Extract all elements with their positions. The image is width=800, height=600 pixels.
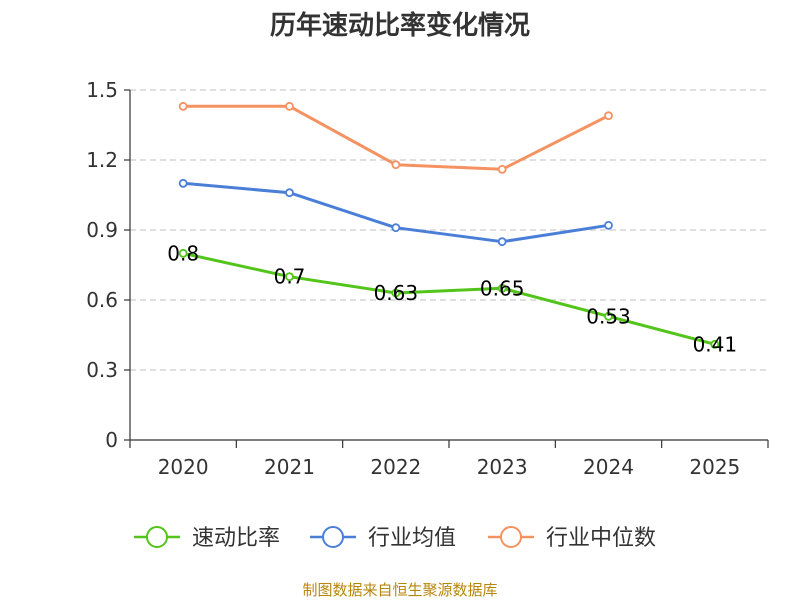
series-group	[178, 101, 720, 349]
grid	[130, 89, 768, 371]
x-tick-label-2023: 2023	[477, 455, 528, 479]
y-tick-label-5: 1.5	[86, 78, 118, 102]
legend-item-2[interactable]: 行业中位数	[488, 526, 656, 551]
point-0-2021[interactable]	[285, 272, 294, 282]
x-tick-label-2020: 2020	[158, 455, 209, 479]
data-label-2023: 0.65	[480, 276, 525, 300]
point-2-2020[interactable]	[178, 101, 188, 111]
series-line-1	[183, 181, 609, 244]
y-tick-label-4: 1.2	[86, 148, 118, 172]
source-note: 制图数据来自恒生聚源数据库	[302, 581, 497, 599]
data-label-2022: 0.63	[374, 281, 419, 305]
point-1-2022[interactable]	[391, 223, 401, 233]
series-line-0	[182, 251, 716, 346]
y-tick-label-2: 0.6	[86, 288, 118, 312]
legend-label-0: 速动比率	[192, 526, 280, 551]
point-1-2020[interactable]	[178, 178, 188, 188]
data-labels: 0.8 0.7 0.63 0.65 0.53 0.41	[167, 241, 737, 356]
point-0-2024[interactable]	[604, 311, 613, 321]
point-1-2023[interactable]	[497, 237, 507, 247]
legend-marker-1	[322, 526, 344, 548]
legend[interactable]: 速动比率 行业均值 行业中位数	[134, 526, 656, 551]
point-0-2023[interactable]	[497, 283, 507, 293]
chart-title: 历年速动比率变化情况	[270, 10, 530, 41]
point-2-2023[interactable]	[497, 164, 507, 174]
legend-label-1: 行业均值	[368, 526, 456, 551]
data-label-2024: 0.53	[586, 304, 631, 328]
x-tick-label-2024: 2024	[583, 455, 634, 479]
data-label-2021: 0.7	[274, 265, 306, 289]
data-label-2020: 0.8	[167, 241, 199, 265]
x-tick-label-2022: 2022	[370, 455, 421, 479]
legend-item-0[interactable]: 速动比率	[134, 526, 280, 551]
point-2-2022[interactable]	[391, 160, 401, 170]
data-label-2025: 0.41	[693, 332, 738, 356]
point-1-2024[interactable]	[604, 220, 613, 230]
point-2-2021[interactable]	[285, 101, 294, 111]
point-2-2024[interactable]	[604, 111, 613, 121]
point-1-2021[interactable]	[285, 188, 294, 198]
legend-item-1[interactable]: 行业均值	[310, 526, 456, 551]
x-tick-label-2025: 2025	[689, 455, 740, 479]
point-0-2020[interactable]	[178, 248, 188, 258]
y-tick-label-1: 0.3	[86, 358, 118, 382]
legend-marker-2	[500, 526, 522, 548]
point-0-2022[interactable]	[391, 288, 401, 298]
x-tick-label-2021: 2021	[264, 455, 315, 479]
point-0-2025[interactable]	[710, 339, 720, 349]
y-tick-label-0: 0	[105, 428, 118, 452]
axes: 0 0.3 0.6 0.9 1.2 1.5 2020 2021 2022 2023 2024 2025	[86, 78, 769, 479]
y-tick-label-3: 0.9	[86, 218, 118, 242]
legend-label-2: 行业中位数	[546, 526, 656, 551]
legend-marker-0	[146, 526, 168, 548]
